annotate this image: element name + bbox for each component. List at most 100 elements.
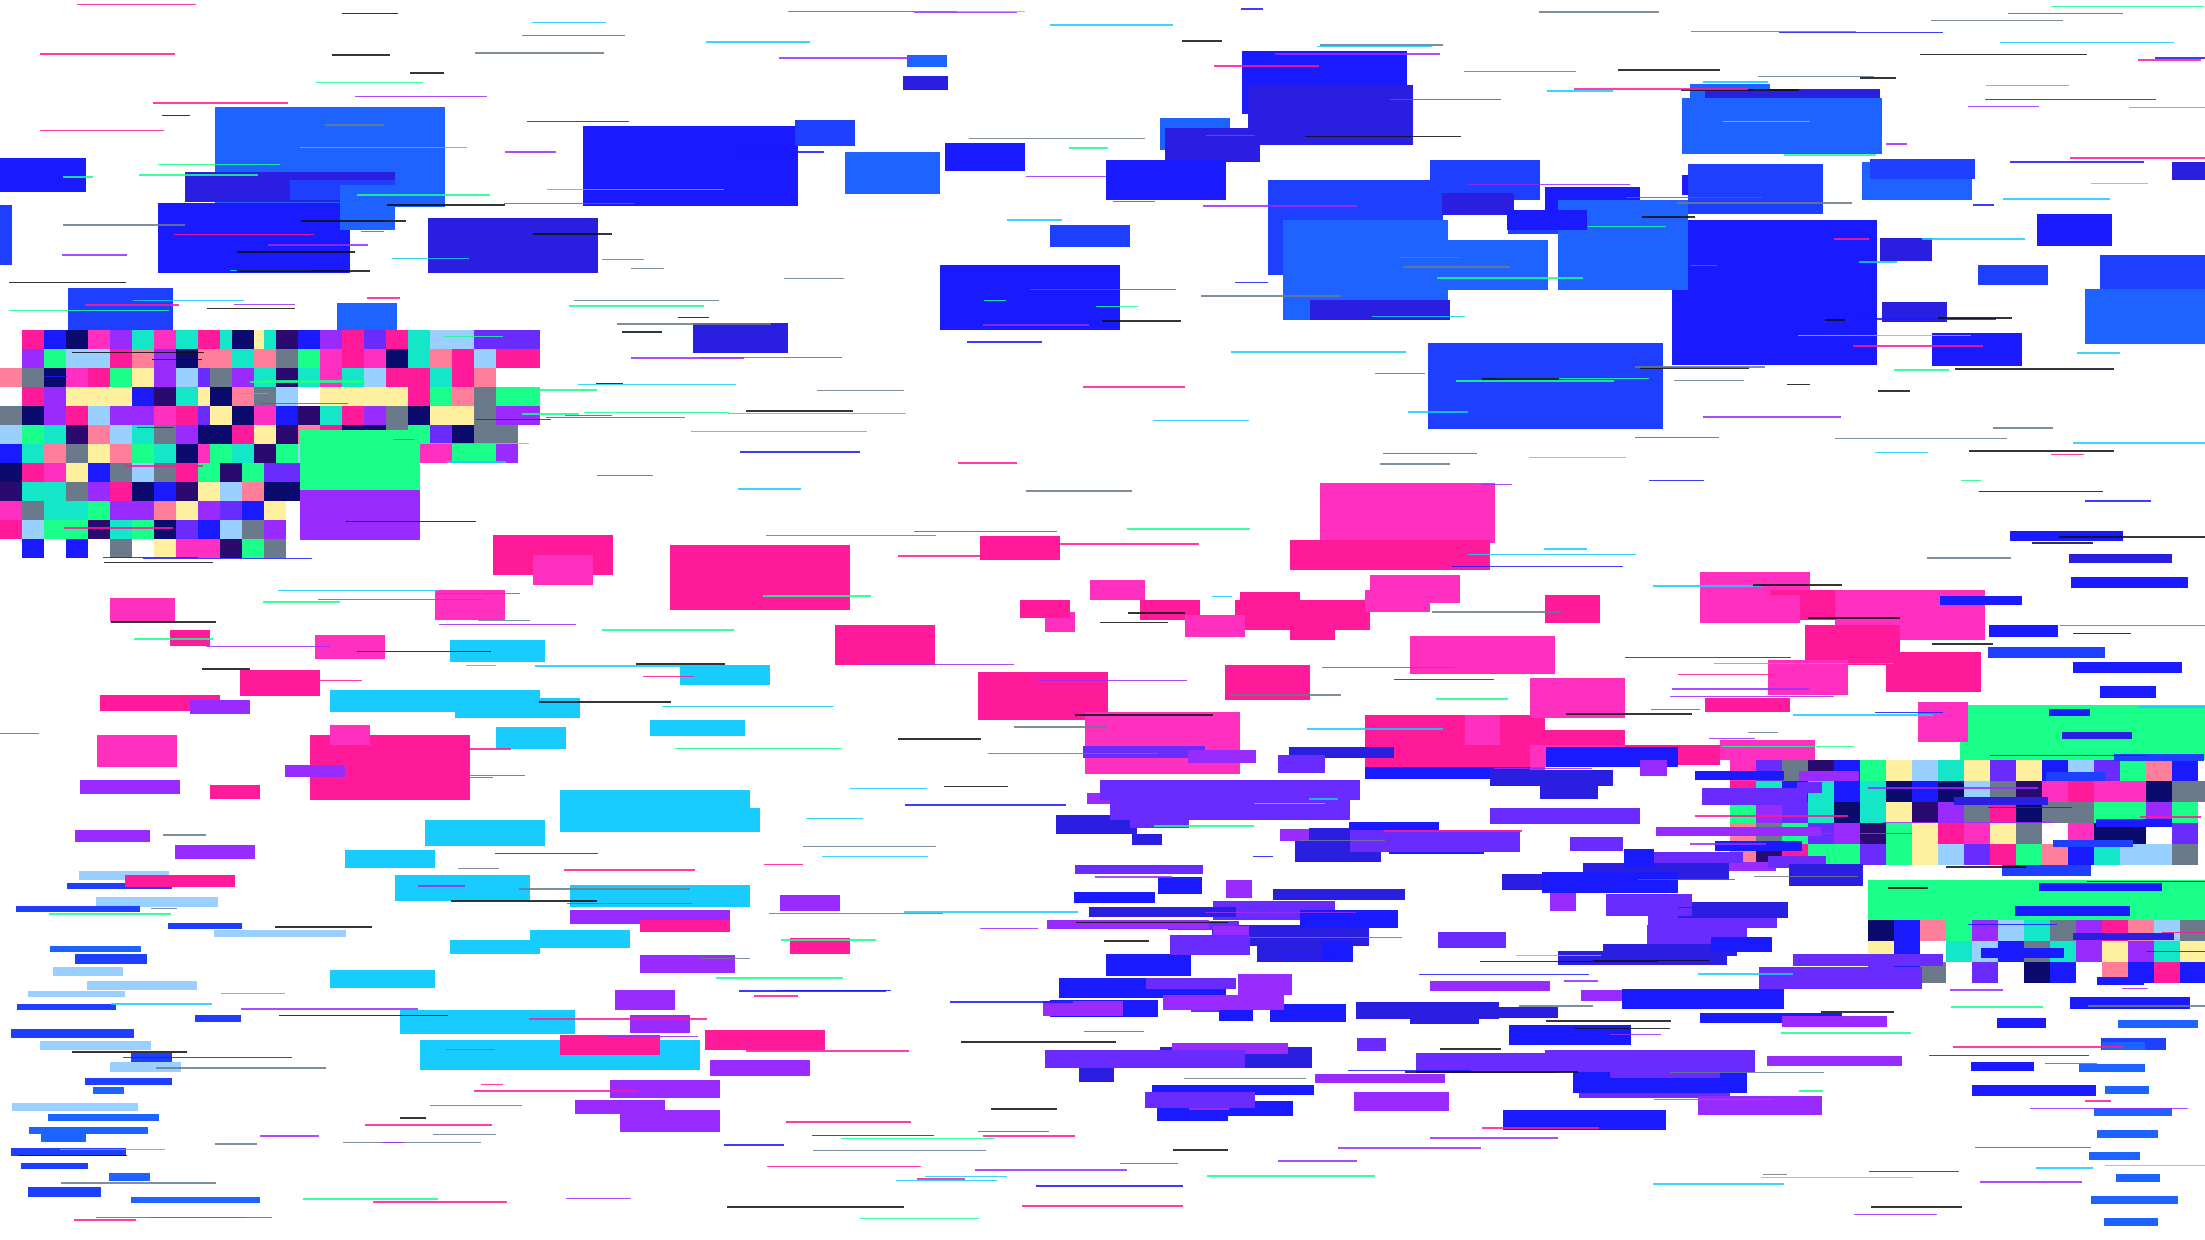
glitch-block-magenta (1700, 595, 1800, 623)
glitch-block-magenta (1545, 595, 1600, 623)
mosaic-cluster-left (408, 406, 430, 425)
mosaic-cluster-right (1912, 781, 1938, 802)
glitch-scanline (699, 357, 842, 358)
glitch-scanline (1468, 554, 1636, 555)
glitch-block-magenta (1465, 715, 1500, 745)
glitch-scanline (1690, 265, 1717, 266)
mosaic-cluster-left (264, 520, 286, 539)
glitch-scanline (1649, 480, 1704, 481)
glitch-scanline (1464, 71, 1576, 72)
mosaic-cluster-left (154, 444, 176, 463)
glitch-bar-cyan (330, 970, 435, 988)
glitch-scanline (1022, 1205, 1183, 1207)
mosaic-cluster-right (1972, 920, 1998, 941)
glitch-scanline (1300, 840, 1385, 841)
glitch-bar-purple (705, 1030, 825, 1050)
glitch-scanline (2059, 536, 2205, 538)
glitch-scanline (1635, 366, 1765, 368)
glitch-scanline (63, 224, 185, 226)
mosaic-cluster-left (154, 482, 176, 501)
mosaic-cluster-right (2016, 781, 2042, 802)
glitch-scanline (2085, 1100, 2111, 1102)
glitch-scanline (1317, 46, 1432, 47)
glitch-bar-violet (1540, 783, 1598, 799)
mosaic-cluster-left (210, 406, 232, 425)
mosaic-cluster-left (474, 368, 496, 387)
glitch-bar-blue (2118, 1020, 2198, 1028)
glitch-scanline (458, 868, 499, 869)
mosaic-cluster-left (264, 482, 308, 501)
glitch-bar-violet (1490, 808, 1640, 824)
mosaic-cluster-left (154, 330, 176, 349)
glitch-scanline (1946, 866, 2026, 868)
glitch-bar-violet (1624, 852, 1743, 863)
glitch-scanline (1430, 1137, 1558, 1139)
glitch-scanline (1275, 53, 1440, 55)
mosaic-cluster-left (22, 387, 44, 406)
glitch-scanline (2091, 183, 2148, 184)
glitch-scanline (1821, 1011, 1894, 1013)
mosaic-cluster-left (22, 539, 44, 558)
glitch-bar-blue (214, 930, 346, 937)
glitch-scanline (162, 115, 190, 116)
glitch-scanline (1808, 617, 1900, 619)
mosaic-cluster-right (2094, 844, 2120, 865)
glitch-scanline (1929, 1055, 2089, 1056)
glitch-scanline (303, 1198, 438, 1200)
glitch-scanline (822, 856, 928, 857)
glitch-scanline (2003, 198, 2110, 200)
glitch-scanline (1383, 453, 1477, 454)
mosaic-cluster-left (176, 463, 198, 482)
glitch-scanline (261, 403, 348, 404)
glitch-scanline (961, 1041, 1116, 1043)
mosaic-cluster-left (22, 406, 44, 425)
mosaic-cluster-left (298, 406, 320, 425)
glitch-bar-violet (1045, 1050, 1245, 1068)
glitch-scanline (215, 1143, 257, 1145)
glitch-scanline (617, 323, 771, 325)
mosaic-cluster-left (110, 501, 132, 520)
glitch-block-blue (1978, 265, 2048, 285)
mosaic-cluster-left (198, 520, 220, 539)
glitch-block-blue (907, 55, 947, 67)
glitch-block-blue (1507, 210, 1587, 230)
glitch-scanline (1566, 713, 1692, 715)
mosaic-cluster-left (254, 368, 276, 387)
glitch-scanline (975, 1169, 1127, 1171)
glitch-scanline (346, 521, 476, 522)
glitch-scanline (1932, 643, 1993, 645)
glitch-scanline (519, 888, 690, 890)
glitch-scanline (1938, 317, 2012, 319)
glitch-scanline (1875, 452, 1928, 453)
glitch-scanline (1588, 226, 1666, 227)
glitch-scanline (662, 706, 834, 707)
glitch-scanline (2140, 816, 2201, 818)
glitch-block-magenta (1290, 540, 1490, 570)
glitch-scanline (1348, 1070, 1471, 1071)
glitch-bar-violet (1226, 880, 1252, 898)
glitch-scanline (2129, 107, 2205, 108)
mosaic-cluster-left (44, 387, 66, 406)
glitch-bar-violet (1300, 910, 1398, 928)
mosaic-cluster-left (232, 349, 254, 368)
glitch-scanline (742, 151, 824, 153)
glitch-scanline (443, 336, 503, 337)
glitch-scanline (958, 462, 1017, 464)
glitch-bar-violet (1280, 829, 1311, 841)
glitch-bar-cyan (400, 1010, 575, 1034)
mosaic-cluster-left (44, 330, 66, 349)
glitch-bar-violet (1257, 944, 1329, 962)
glitch-bar-blue (41, 1134, 86, 1142)
glitch-block-blue (1106, 160, 1226, 200)
glitch-scanline (2085, 500, 2151, 502)
glitch-bar-cyan (345, 850, 435, 868)
glitch-bar-violet (1350, 830, 1520, 852)
glitch-scanline (1036, 1185, 1183, 1187)
glitch-scanline (602, 259, 644, 260)
glitch-scanline (954, 11, 1025, 12)
mosaic-cluster-right (1912, 823, 1938, 844)
glitch-scanline (727, 1206, 904, 1208)
glitch-scanline (474, 1090, 637, 1092)
mosaic-cluster-left (0, 501, 22, 520)
glitch-scanline (2008, 13, 2123, 14)
